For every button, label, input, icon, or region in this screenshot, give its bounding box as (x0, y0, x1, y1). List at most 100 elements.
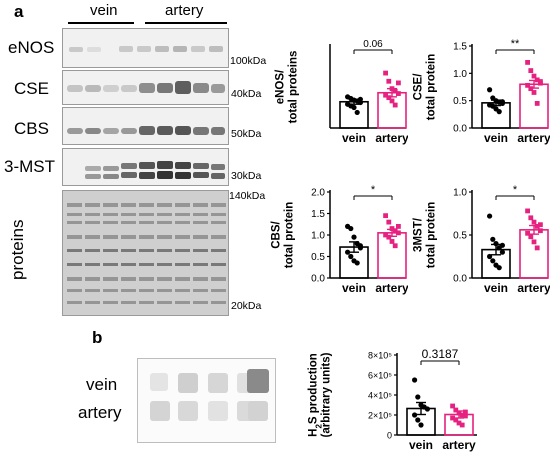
data-point (351, 234, 357, 240)
significance-label: 0.3187 (422, 347, 459, 361)
protein-band (193, 213, 208, 216)
protein-band (121, 263, 136, 266)
protein-label-cse: CSE (14, 79, 49, 98)
blot-total-protein-lanes (67, 203, 226, 304)
kda-marker-cbs: 50kDa (231, 128, 262, 140)
chart-cse: CSE/total protein 0.0 0.5 1.0 1.5 vein artery *… (413, 38, 550, 145)
protein-band (85, 301, 100, 304)
protein-band (157, 301, 172, 304)
protein-band (211, 301, 226, 304)
protein-label-3mst: 3-MST (4, 157, 55, 176)
x-label-vein: vein (342, 281, 366, 295)
data-point (348, 225, 354, 232)
y-tick-label: 1.5 (311, 209, 325, 220)
protein-band (103, 221, 118, 224)
data-point (487, 87, 493, 93)
data-point (487, 253, 493, 260)
protein-band (121, 203, 136, 207)
significance-label: 0.06 (363, 39, 383, 50)
y-tick-label: 0.0 (453, 274, 467, 285)
protein-band (175, 235, 190, 239)
y-tick-label: 0 (387, 431, 392, 441)
y-tick-label: 0.0 (453, 124, 467, 135)
data-point (348, 253, 354, 260)
protein-band (157, 213, 172, 216)
data-point (383, 92, 388, 98)
data-point (354, 260, 360, 266)
data-point (538, 79, 543, 84)
y-tick-label: 0.5 (311, 252, 325, 263)
protein-band (85, 213, 100, 216)
protein-band (139, 221, 154, 224)
protein-band (157, 277, 172, 281)
protein-label-enos: eNOS (8, 38, 55, 57)
x-label-artery: artery (517, 281, 550, 295)
data-point (493, 241, 499, 247)
protein-band (67, 221, 82, 224)
protein-band (193, 301, 208, 304)
protein-band (157, 221, 172, 224)
data-point (499, 99, 505, 105)
significance-label: * (513, 184, 518, 196)
data-point (528, 215, 534, 221)
bar-artery (519, 229, 549, 279)
bar-artery (377, 91, 407, 129)
data-point (392, 88, 398, 94)
protein-band (175, 213, 190, 216)
significance-label: * (371, 184, 376, 196)
h2s-assay-spots (150, 369, 269, 421)
protein-band (175, 249, 190, 252)
blot-cse (62, 70, 229, 105)
protein-band (175, 277, 190, 281)
data-point (525, 230, 530, 236)
protein-band (103, 203, 118, 207)
data-point (463, 413, 468, 419)
data-point (450, 403, 455, 409)
protein-band (121, 289, 136, 292)
blot-enos-bands (69, 46, 223, 52)
data-point (453, 407, 459, 413)
y-tick-label: 4×10⁵ (368, 391, 392, 401)
y-tick-label: 1.0 (453, 69, 467, 80)
protein-band (211, 277, 226, 281)
data-point (412, 377, 418, 383)
data-point (487, 213, 493, 219)
protein-label-total: proteins (8, 219, 27, 280)
y-tick-label: 2.0 (311, 188, 325, 199)
data-point (528, 234, 534, 240)
protein-band (85, 263, 100, 266)
protein-band (157, 249, 172, 252)
protein-band (157, 235, 172, 239)
protein-band (103, 289, 118, 292)
data-point (357, 243, 363, 249)
y-axis-label: CSE/total protein (413, 54, 438, 120)
chart-h2s: H2S production(arbitrary units) 0 2×10⁵ 4×1… (308, 347, 477, 452)
kda-marker-cse: 40kDa (231, 88, 262, 100)
data-point (525, 82, 530, 88)
protein-band (193, 263, 208, 266)
row-label-artery: artery (78, 403, 122, 422)
data-point (490, 258, 496, 264)
data-point (459, 412, 465, 418)
protein-band (103, 235, 118, 239)
data-point (386, 95, 392, 101)
protein-band (67, 301, 82, 304)
data-point (383, 232, 388, 238)
data-point (424, 406, 430, 412)
protein-band (139, 235, 154, 239)
y-axis-label: eNOS/total proteins (275, 51, 300, 124)
data-point (531, 73, 537, 79)
protein-band (211, 289, 226, 292)
protein-band (139, 249, 154, 252)
protein-band (175, 289, 190, 292)
data-point (357, 96, 363, 102)
group-line-vein (68, 22, 134, 24)
data-point (534, 77, 540, 83)
data-point (351, 104, 357, 111)
protein-band (211, 203, 226, 207)
group-label-vein: vein (90, 2, 118, 19)
data-point (389, 98, 395, 104)
kda-marker-140: 140kDa (229, 190, 266, 202)
protein-band (175, 263, 190, 266)
protein-band (139, 263, 154, 266)
